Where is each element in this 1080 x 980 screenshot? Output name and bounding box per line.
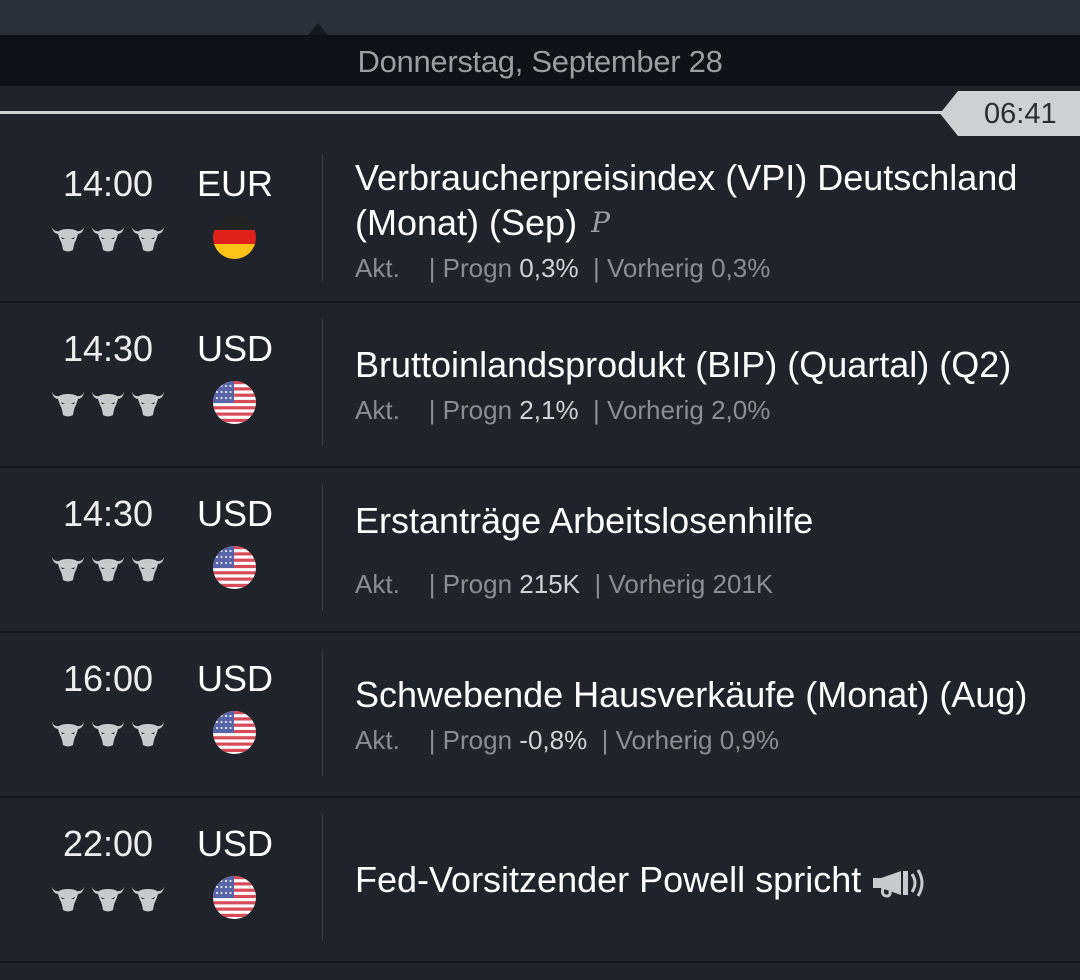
current-time-badge: 06:41 (940, 91, 1080, 136)
column-divider (322, 319, 323, 446)
importance-rating (50, 554, 166, 584)
event-currency: USD (196, 658, 273, 699)
event-row[interactable]: 16:00 USD Schwebende Hausverkäufe (Monat… (0, 633, 1080, 798)
event-currency: EUR (196, 163, 273, 204)
event-values: Akt. | Progn 0,3% | Vorherig 0,3% (355, 251, 1050, 285)
forecast-value: 0,3% (519, 252, 579, 283)
importance-rating (50, 884, 166, 914)
importance-rating (50, 719, 166, 749)
event-time: 14:00 (62, 163, 154, 204)
previous-label: | Vorherig (594, 569, 706, 599)
event-content: Schwebende Hausverkäufe (Monat) (Aug) Ak… (355, 633, 1050, 796)
event-values: Akt. | Progn -0,8% | Vorherig 0,9% (355, 723, 1050, 757)
previous-value: 0,3% (711, 252, 771, 283)
top-bar (0, 0, 1080, 35)
previous-value: 201K (712, 569, 774, 599)
bull-icon (90, 389, 126, 419)
event-content: Bruttoinlandsprodukt (BIP) (Quartal) (Q2… (355, 303, 1050, 466)
event-values: Akt. | Progn 215K | Vorherig 201K (355, 567, 1050, 601)
bull-icon (130, 554, 166, 584)
event-content: Verbraucherpreisindex (VPI) Deutschland … (355, 138, 1050, 301)
importance-rating (50, 224, 166, 254)
megaphone-icon (871, 865, 931, 899)
bull-icon (130, 884, 166, 914)
actual-label: Akt. (355, 725, 400, 755)
previous-label: | Vorherig (593, 252, 704, 283)
usa-flag-icon (213, 381, 256, 424)
event-title: Fed-Vorsitzender Powell spricht (355, 857, 1050, 902)
event-values: Akt. | Progn 2,1% | Vorherig 2,0% (355, 393, 1050, 427)
forecast-value: -0,8% (519, 725, 588, 755)
event-list: 14:00 EUR Verbraucherpreisindex (VPI) De… (0, 138, 1080, 963)
actual-label: Akt. (355, 252, 400, 283)
bull-icon (90, 554, 126, 584)
bull-icon (50, 389, 86, 419)
event-row[interactable]: 14:00 EUR Verbraucherpreisindex (VPI) De… (0, 138, 1080, 303)
event-currency: USD (196, 328, 273, 369)
event-row[interactable]: 22:00 USD Fed-Vorsitzender Powell sprich… (0, 798, 1080, 963)
germany-flag-icon (213, 216, 256, 259)
column-divider (322, 649, 323, 776)
preliminary-mark: P (591, 205, 610, 239)
caret-up-icon (308, 23, 328, 35)
usa-flag-icon (213, 876, 256, 919)
event-content: Fed-Vorsitzender Powell spricht (355, 798, 1050, 961)
previous-label: | Vorherig (601, 725, 713, 755)
event-time: 22:00 (62, 823, 154, 864)
actual-label: Akt. (355, 569, 400, 599)
bull-icon (50, 719, 86, 749)
bull-icon (90, 719, 126, 749)
previous-value: 2,0% (711, 395, 771, 425)
bull-icon (90, 884, 126, 914)
bull-icon (130, 719, 166, 749)
event-time: 14:30 (62, 328, 154, 369)
event-title: Verbraucherpreisindex (VPI) Deutschland … (355, 156, 1018, 243)
column-divider (322, 154, 323, 281)
bull-icon (50, 224, 86, 254)
importance-rating (50, 389, 166, 419)
event-content: Erstanträge Arbeitslosenhilfe Akt. | Pro… (355, 468, 1050, 631)
bull-icon (130, 224, 166, 254)
bull-icon (90, 224, 126, 254)
event-row[interactable]: 14:30 USD Bruttoinlandsprodukt (BIP) (Qu… (0, 303, 1080, 468)
bull-icon (130, 389, 166, 419)
column-divider (322, 484, 323, 611)
event-time: 14:30 (62, 493, 154, 534)
date-header: Donnerstag, September 28 (0, 35, 1080, 86)
usa-flag-icon (213, 546, 256, 589)
event-currency: USD (196, 823, 273, 864)
event-row[interactable]: 14:30 USD Erstanträge Arbeitslosenhilfe … (0, 468, 1080, 633)
forecast-value: 2,1% (519, 395, 579, 425)
event-time: 16:00 (62, 658, 154, 699)
column-divider (322, 814, 323, 941)
forecast-label: | Progn (428, 725, 513, 755)
actual-label: Akt. (355, 395, 400, 425)
bull-icon (50, 554, 86, 584)
previous-label: | Vorherig (593, 395, 704, 425)
event-title: Bruttoinlandsprodukt (BIP) (Quartal) (Q2… (355, 344, 1012, 385)
forecast-label: | Progn (428, 395, 513, 425)
event-title: Schwebende Hausverkäufe (Monat) (Aug) (355, 674, 1028, 715)
bull-icon (50, 884, 86, 914)
forecast-label: | Progn (428, 252, 513, 283)
event-currency: USD (196, 493, 273, 534)
event-title: Erstanträge Arbeitslosenhilfe (355, 500, 814, 541)
previous-value: 0,9% (719, 725, 779, 755)
forecast-value: 215K (519, 569, 581, 599)
usa-flag-icon (213, 711, 256, 754)
current-time-line (0, 111, 950, 114)
forecast-label: | Progn (428, 569, 513, 599)
